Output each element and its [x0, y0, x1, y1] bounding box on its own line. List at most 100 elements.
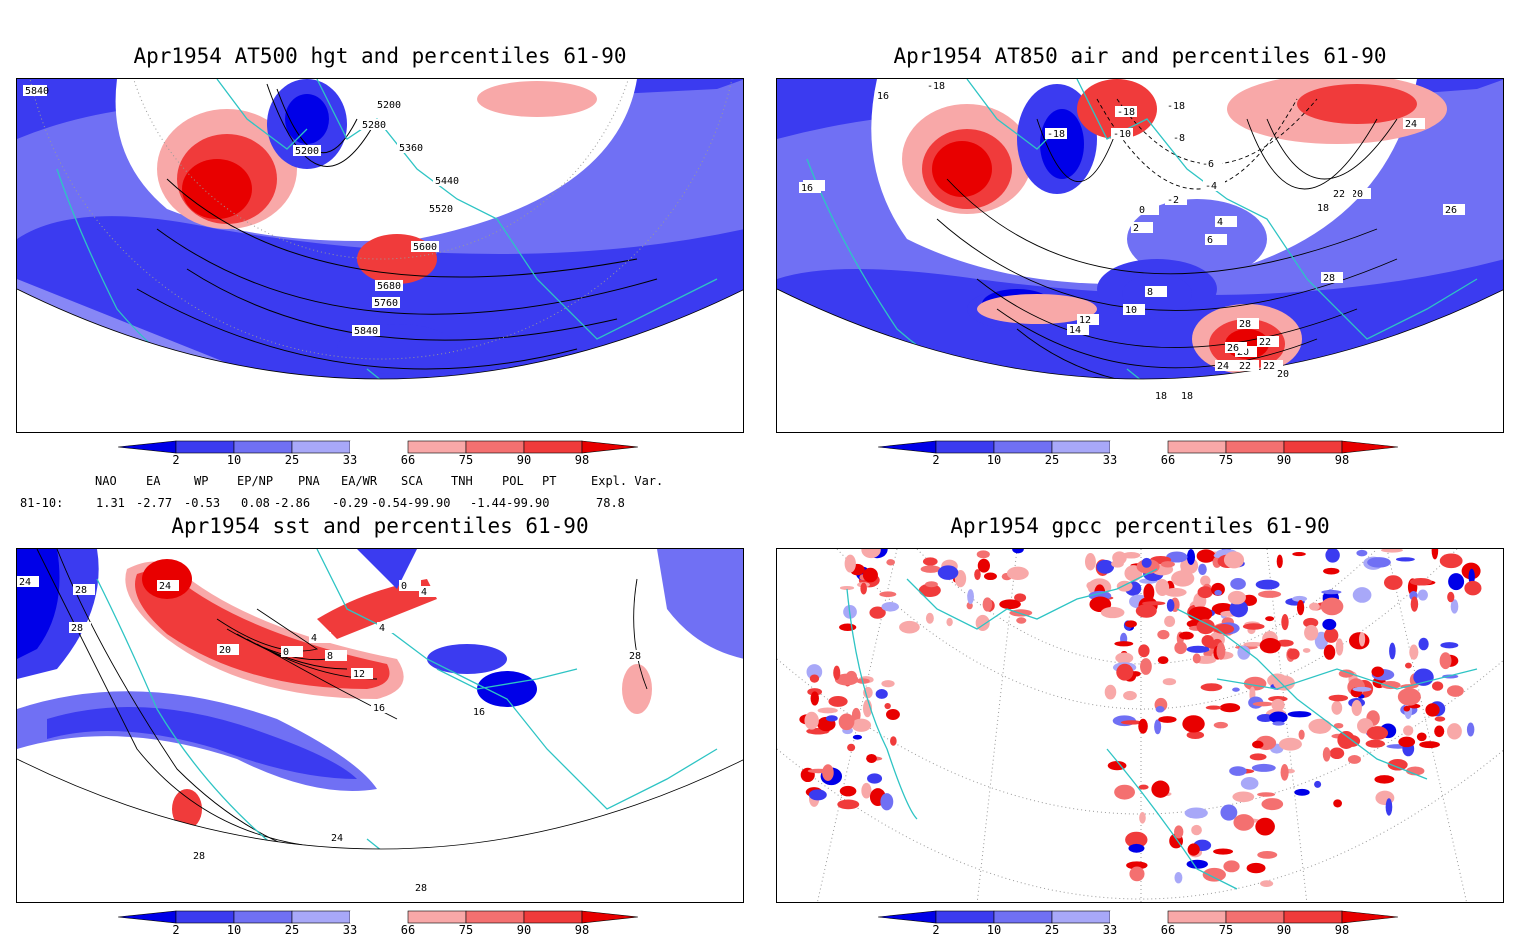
contour-label: 24: [19, 577, 31, 588]
contour-label: 4: [1217, 217, 1223, 228]
contour-label: 28: [1239, 319, 1251, 330]
contour-label: 24: [1405, 119, 1417, 130]
colorbar-tick-label: 66: [1160, 453, 1176, 467]
colorbar-tick-label: 25: [1044, 453, 1060, 467]
colorbar-tick-label: 25: [284, 453, 300, 467]
colorbar-bottom-right: 2 10 25 33 66 75 90 98: [878, 908, 1398, 944]
contour-label: 5200: [295, 146, 319, 157]
contour-label: -18: [1047, 129, 1065, 140]
colorbar-tick-label: 33: [1102, 923, 1118, 937]
colorbar-tick-label: 2: [172, 923, 180, 937]
index-header: EA/WR: [341, 474, 378, 488]
colorbar-tick-label: 66: [1160, 923, 1176, 937]
colorbar-tick-label: 98: [1334, 453, 1350, 467]
colorbar-tick-label: 90: [516, 453, 532, 467]
contour-label: -18: [1167, 101, 1185, 112]
contour-label: 12: [353, 669, 365, 680]
contour-label: 5200: [377, 100, 401, 111]
contour-label: 0: [283, 647, 289, 658]
index-header: WP: [194, 474, 209, 488]
contour-label: 24: [331, 833, 343, 844]
colorbar-tick-label: 90: [516, 923, 532, 937]
index-value: 78.8: [596, 496, 625, 510]
index-row-label: 81-10:: [20, 496, 64, 510]
index-value: -0.53: [184, 496, 221, 510]
index-header: PNA: [298, 474, 320, 488]
contour-label: 5680: [377, 281, 401, 292]
contour-label: 26: [1227, 343, 1239, 354]
contour-label: 16: [373, 703, 385, 714]
contour-label: -18: [927, 81, 945, 92]
index-value: 1.31: [96, 496, 125, 510]
contour-label: 18: [1155, 391, 1167, 402]
index-header: PT: [542, 474, 557, 488]
map-panel-air850: 1618-18-18-18-18-10-8-6-4-20246810121416…: [776, 78, 1504, 433]
contour-label: 22: [1239, 361, 1251, 372]
contour-label: 5600: [413, 242, 437, 253]
panel-title-sst: Apr1954 sst and percentiles 61-90: [171, 514, 589, 538]
colorbar-tick-label: 75: [458, 923, 474, 937]
index-value: -2.77: [136, 496, 173, 510]
contour-label: 16: [801, 183, 813, 194]
index-header: NAO: [95, 474, 117, 488]
colorbar-tick-label: 66: [400, 923, 416, 937]
colorbar-tick-label: 25: [1044, 923, 1060, 937]
colorbar-tick-label: 2: [932, 453, 940, 467]
colorbar-tick-label: 90: [1276, 453, 1292, 467]
colorbar-tick-label: 2: [932, 923, 940, 937]
colorbar-tick-label: 10: [226, 923, 242, 937]
map-panel-hgt500: 5840 5200 5280 5200 5360 5440 5520 5600 …: [16, 78, 744, 433]
index-value: -0.29: [332, 496, 369, 510]
contour-label: 5360: [399, 143, 423, 154]
contour-label: 28: [75, 585, 87, 596]
contour-label: 24: [1217, 361, 1229, 372]
colorbar-tick-label: 75: [1218, 453, 1234, 467]
contour-label: 28: [1323, 273, 1335, 284]
contour-label: 16: [877, 91, 889, 102]
index-value: -2.86: [274, 496, 311, 510]
contour-label: -18: [1117, 107, 1135, 118]
contour-label: 26: [1445, 205, 1457, 216]
map-gpcc: [777, 549, 1503, 902]
contour-label: 20: [219, 645, 231, 656]
colorbar-tick-label: 98: [574, 923, 590, 937]
contour-label: 6: [1207, 235, 1213, 246]
index-header: POL: [502, 474, 524, 488]
colorbar-bottom-left: 2 10 25 33 66 75 90 98: [118, 908, 638, 944]
colorbar-tick-label: 2: [172, 453, 180, 467]
contour-label: 5520: [429, 204, 453, 215]
contour-label: -8: [1173, 133, 1185, 144]
contour-label: -10: [1113, 129, 1131, 140]
contour-label: 22: [1259, 337, 1271, 348]
contour-label: 12: [1079, 315, 1091, 326]
contour-label: 5840: [25, 86, 49, 97]
colorbar-tick-label: 33: [342, 453, 358, 467]
contour-label: 20: [1277, 369, 1289, 380]
colorbar-tick-label: 10: [226, 453, 242, 467]
contour-label: -6: [1202, 159, 1214, 170]
contour-label: 22: [1333, 189, 1345, 200]
contour-label: 18: [1181, 391, 1193, 402]
colorbar-tick-label: 33: [1102, 453, 1118, 467]
contour-label: 4: [421, 587, 427, 598]
index-header: EP/NP: [237, 474, 274, 488]
index-header: TNH: [451, 474, 473, 488]
contour-label: 28: [193, 851, 205, 862]
contour-label: 0: [401, 581, 407, 592]
contour-label: 16: [473, 707, 485, 718]
colorbar-tick-label: 25: [284, 923, 300, 937]
colorbar-tick-label: 98: [1334, 923, 1350, 937]
contour-label: 22: [1263, 361, 1275, 372]
contour-label: 10: [1125, 305, 1137, 316]
colorbar-tick-label: 33: [342, 923, 358, 937]
colorbar-top-right: 2 10 25 33 66 75 90 98: [878, 438, 1398, 474]
contour-label: 14: [1069, 325, 1081, 336]
contour-label: 4: [379, 623, 385, 634]
map-hgt500: 5840 5200 5280 5200 5360 5440 5520 5600 …: [17, 79, 743, 380]
indices-table: NAO EA WP EP/NP PNA EA/WR SCA TNH POL PT…: [0, 474, 760, 514]
contour-label: 5840: [354, 326, 378, 337]
colorbar-tick-label: 75: [458, 453, 474, 467]
index-value: 0.08: [241, 496, 270, 510]
colorbar-tick-label: 66: [400, 453, 416, 467]
panel-title-air850: Apr1954 AT850 air and percentiles 61-90: [893, 44, 1387, 68]
